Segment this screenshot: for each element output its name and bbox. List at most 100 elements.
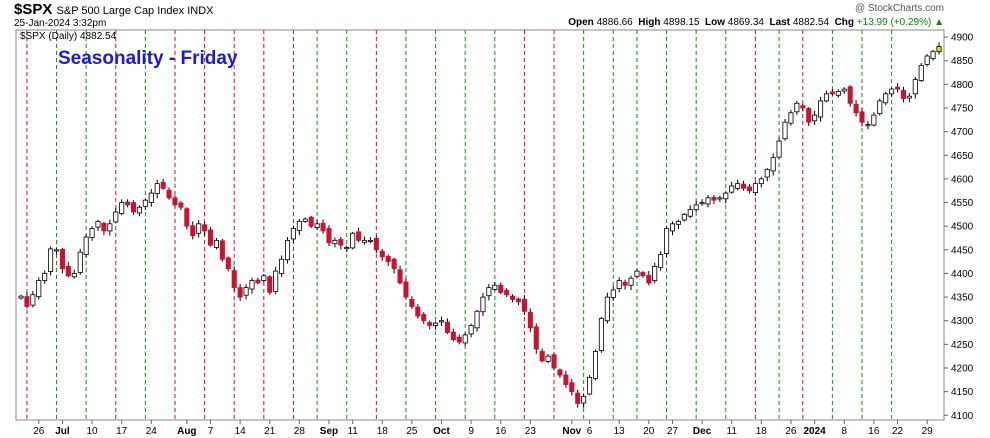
candle-body [261,275,267,281]
candle-body [752,183,758,194]
candle-body [255,279,261,284]
candle [474,309,480,332]
candle [752,181,758,196]
candle [320,219,326,234]
candle-body [225,257,231,270]
candle-body [818,100,824,118]
x-tick-label: 9 [468,426,474,437]
candle [515,297,522,306]
candle [587,375,593,396]
candle-body [895,86,901,90]
candle-body [95,221,101,228]
candle-body [356,231,362,241]
candle-body [569,382,575,393]
candle [89,226,95,241]
candle-body [219,240,225,260]
candle [361,236,368,245]
candle [267,275,273,295]
y-tick-label: 4650 [951,151,974,162]
candle-body [391,258,397,270]
candle-body [557,369,563,376]
candle [604,292,610,324]
candle [764,168,770,182]
candle [504,288,510,298]
candle [184,207,190,230]
x-tick-label: Sep [320,426,338,437]
candle [249,277,255,294]
candle-body [675,221,681,225]
y-tick-label: 4800 [951,80,974,91]
x-tick-label: 27 [667,426,679,437]
y-tick-label: 4400 [951,269,974,280]
candle-body [912,79,918,95]
candle-body [634,270,640,277]
candle [255,277,261,285]
candle [818,97,824,122]
candle [758,177,764,188]
candle [42,270,48,284]
candle [314,219,320,230]
chart-datetime: 25-Jan-2024 3:32pm [14,18,107,29]
candle-body [18,295,24,299]
candle-body [788,112,794,124]
candle [456,334,462,345]
candle-body [267,276,273,293]
candle-body [800,105,806,109]
candle [101,221,107,236]
candle [669,221,676,236]
candle-body [498,284,504,293]
y-tick-label: 4550 [951,198,974,209]
high-value: 4898.15 [663,17,700,28]
symbol-title: $SPX S&P 500 Large Cap Index INDX [14,1,213,18]
candle [859,108,865,127]
y-tick-label: 4500 [951,222,974,233]
candle [563,370,569,388]
candle-body [592,351,599,379]
candle-body [764,169,770,178]
candle [924,54,930,67]
candle-body [450,331,456,341]
candle [18,294,24,300]
candle-body [610,289,616,298]
candle-body [812,114,818,122]
candle-body [196,223,202,234]
candle [207,227,214,247]
candle-body [622,282,628,286]
candle [829,89,835,96]
up-arrow-icon: ▲ [934,17,944,28]
candle-body [616,280,622,289]
candle-body [279,258,285,274]
candle-body [741,183,747,189]
x-tick-label: 2024 [804,426,827,437]
candle-body [249,280,255,290]
candle-body [184,208,190,227]
candle-body [48,248,54,272]
candle [711,194,717,204]
candle [462,332,468,346]
candle [865,121,871,130]
candle [729,181,735,194]
candle [468,323,474,338]
candle [438,316,445,326]
candle [391,257,397,274]
candle-body [119,202,125,214]
candle-body [456,336,462,343]
candle-body [521,299,527,312]
candle [136,205,142,217]
candle-body [421,314,427,322]
candle-body [699,202,705,205]
candle [190,221,196,240]
candle-body [930,50,936,59]
candle-body [474,310,480,329]
candle-body [308,216,314,227]
candle-body [835,91,841,96]
candle-body [936,46,942,53]
candle-body [178,202,184,208]
candle [450,328,456,342]
x-tick-label: 29 [922,426,934,437]
candle [877,98,883,116]
x-tick-label: 18 [756,426,768,437]
candle [486,283,492,301]
candle [539,348,545,363]
candle-body [338,239,344,246]
